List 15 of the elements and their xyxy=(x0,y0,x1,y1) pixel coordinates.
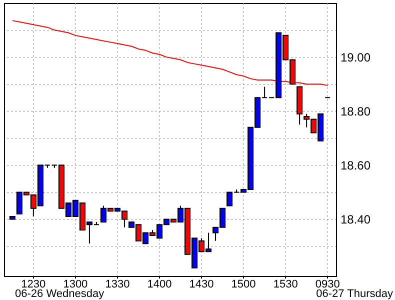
line-series xyxy=(12,20,328,86)
text: 06-26 Wednesday xyxy=(15,288,104,300)
y-tick-label: 18.80 xyxy=(340,104,371,119)
x-tick-label: 0930 xyxy=(315,278,340,290)
x-tick-label: 1330 xyxy=(105,278,130,290)
text: 06-27 Thursday xyxy=(316,288,393,300)
y-tick-label: 19.00 xyxy=(340,50,371,65)
x-tick-label: 1230 xyxy=(21,278,46,290)
x-tick-label: 1430 xyxy=(189,278,214,290)
y-tick-label: 18.40 xyxy=(340,212,371,227)
x-tick-label: 1530 xyxy=(273,278,298,290)
x-tick-label: 1400 xyxy=(147,278,172,290)
x-tick-label: 1300 xyxy=(63,278,88,290)
y-tick-label: 18.60 xyxy=(340,158,371,173)
x-tick-label: 1500 xyxy=(231,278,256,290)
